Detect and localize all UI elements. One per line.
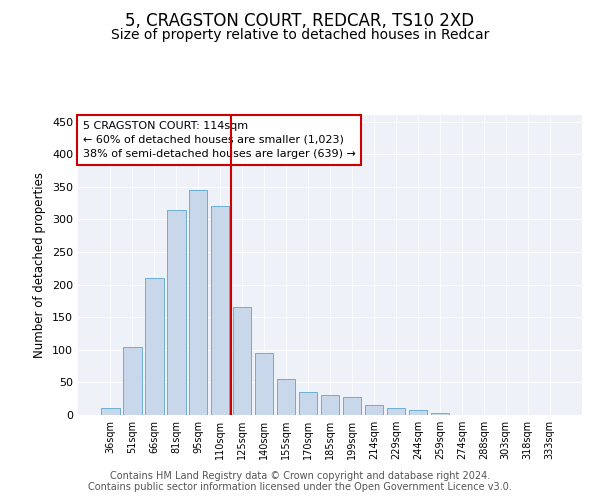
- Bar: [123, 346, 142, 415]
- Bar: [101, 408, 119, 415]
- Bar: [343, 398, 361, 415]
- Bar: [386, 408, 405, 415]
- Bar: [167, 210, 185, 415]
- Bar: [409, 410, 427, 415]
- Text: Contains HM Land Registry data © Crown copyright and database right 2024.: Contains HM Land Registry data © Crown c…: [110, 471, 490, 481]
- Bar: [431, 413, 449, 415]
- Text: Size of property relative to detached houses in Redcar: Size of property relative to detached ho…: [111, 28, 489, 42]
- Bar: [145, 278, 164, 415]
- Bar: [277, 379, 295, 415]
- Bar: [320, 396, 340, 415]
- Y-axis label: Number of detached properties: Number of detached properties: [34, 172, 46, 358]
- Text: Contains public sector information licensed under the Open Government Licence v3: Contains public sector information licen…: [88, 482, 512, 492]
- Bar: [211, 206, 229, 415]
- Bar: [233, 308, 251, 415]
- Bar: [255, 353, 274, 415]
- Bar: [365, 405, 383, 415]
- Text: 5 CRAGSTON COURT: 114sqm
← 60% of detached houses are smaller (1,023)
38% of sem: 5 CRAGSTON COURT: 114sqm ← 60% of detach…: [83, 121, 356, 159]
- Bar: [299, 392, 317, 415]
- Text: 5, CRAGSTON COURT, REDCAR, TS10 2XD: 5, CRAGSTON COURT, REDCAR, TS10 2XD: [125, 12, 475, 30]
- Bar: [189, 190, 208, 415]
